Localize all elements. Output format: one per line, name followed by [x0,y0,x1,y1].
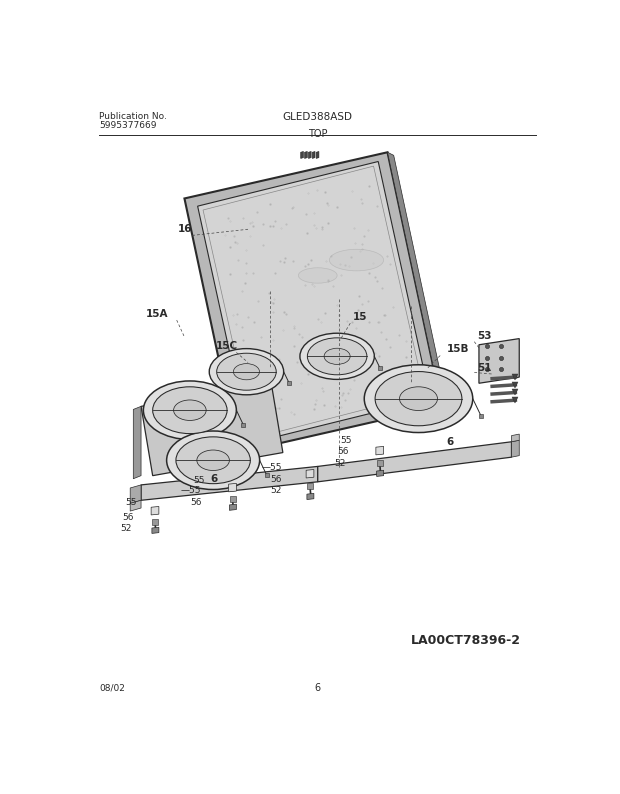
Text: 15: 15 [353,312,367,322]
Text: 08/02: 08/02 [99,684,125,693]
Polygon shape [185,152,441,453]
Polygon shape [309,152,311,159]
Polygon shape [304,152,308,159]
Text: 15C: 15C [216,341,237,352]
Polygon shape [301,152,303,159]
Ellipse shape [167,431,260,490]
Text: 5995377669: 5995377669 [99,121,157,129]
Text: 51: 51 [477,363,492,373]
Polygon shape [388,152,448,408]
Polygon shape [130,485,141,503]
Text: 55: 55 [340,437,352,445]
Ellipse shape [143,381,236,439]
Polygon shape [479,338,520,384]
Ellipse shape [233,364,260,380]
Polygon shape [512,440,520,457]
Text: 16: 16 [179,225,193,234]
Text: 52: 52 [120,524,131,533]
Polygon shape [512,434,520,441]
Polygon shape [133,407,141,479]
Text: 56: 56 [270,475,282,484]
Text: TOP: TOP [308,129,327,139]
Ellipse shape [176,437,250,484]
Polygon shape [141,384,283,476]
Text: 55: 55 [125,498,137,507]
Polygon shape [316,152,319,159]
Text: 56: 56 [190,498,202,507]
Text: —55: —55 [262,462,282,472]
Ellipse shape [300,333,374,380]
Text: LA00CT78396-2: LA00CT78396-2 [410,634,521,646]
Polygon shape [317,441,512,482]
Polygon shape [229,504,236,511]
Polygon shape [376,446,384,455]
Polygon shape [152,527,159,534]
Ellipse shape [308,337,367,375]
Ellipse shape [298,268,337,283]
Text: 6: 6 [211,474,218,484]
Text: 6: 6 [446,437,454,447]
Text: 6: 6 [315,683,321,693]
Polygon shape [377,470,384,476]
Text: 56: 56 [337,447,348,456]
Ellipse shape [375,372,462,426]
Polygon shape [306,469,314,478]
Text: eReplacementParts.com: eReplacementParts.com [225,369,387,382]
Text: 52: 52 [334,460,346,468]
Ellipse shape [217,353,277,390]
Text: 55: 55 [193,476,205,485]
Text: 52: 52 [271,486,282,495]
Ellipse shape [210,349,284,395]
Text: Publication No.: Publication No. [99,112,167,121]
Polygon shape [229,484,236,491]
Text: 15A: 15A [146,309,168,319]
Polygon shape [151,507,159,515]
Text: —55: —55 [181,486,202,495]
Text: GLED388ASD: GLED388ASD [283,112,353,122]
Polygon shape [312,152,315,159]
Text: 53: 53 [477,330,492,341]
Polygon shape [130,500,141,511]
Polygon shape [307,493,314,499]
Text: 15B: 15B [446,345,469,354]
Polygon shape [141,466,317,500]
Ellipse shape [197,450,229,471]
Ellipse shape [324,349,350,364]
Ellipse shape [153,387,227,434]
Ellipse shape [365,364,472,433]
Ellipse shape [329,249,384,271]
Text: 56: 56 [123,513,134,522]
Polygon shape [198,161,430,443]
Ellipse shape [174,400,206,421]
Ellipse shape [399,387,438,410]
